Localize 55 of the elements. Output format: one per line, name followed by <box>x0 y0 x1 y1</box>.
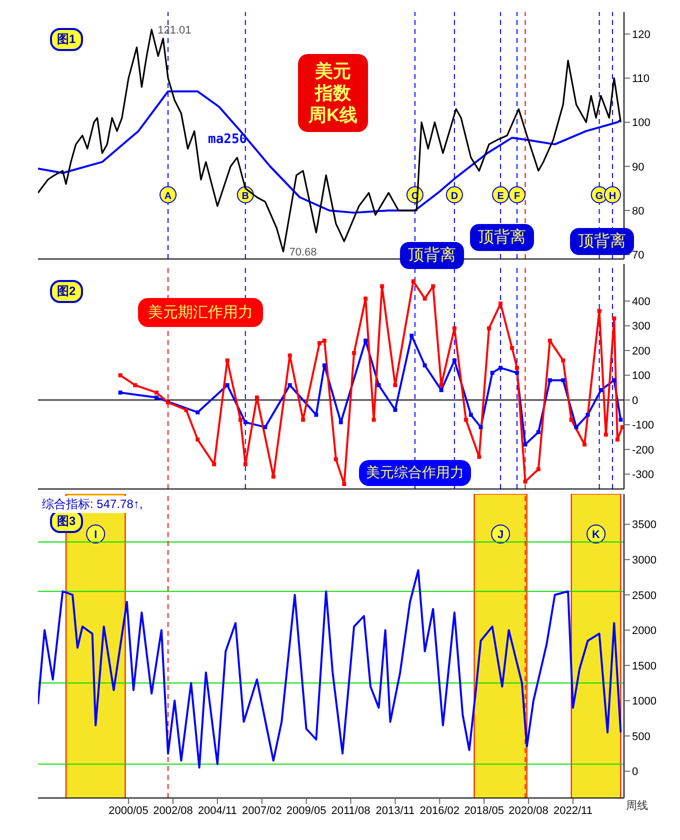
annotation: 综合指标: 547.78↑, <box>40 496 145 513</box>
ref-line-label: A <box>164 190 172 202</box>
x-tick-label: 2007/02 <box>242 804 282 817</box>
y-tick-label: 100 <box>632 117 650 130</box>
y-tick-label: 3500 <box>632 519 656 532</box>
y-tick-label: 200 <box>632 345 650 358</box>
y-tick-label: 80 <box>632 205 644 218</box>
y-tick-label: 120 <box>632 28 650 41</box>
y-tick-label: 2500 <box>632 590 656 602</box>
text: 美元期汇作用力 <box>138 298 263 327</box>
band-label: K <box>592 529 600 541</box>
ref-line-label: E <box>497 190 504 202</box>
y-tick-label: 70 <box>632 249 644 262</box>
x-tick-label: 2013/11 <box>376 804 415 817</box>
band-label: I <box>94 529 98 541</box>
ref-line-label: H <box>608 190 616 202</box>
x-tick-label: 2016/02 <box>420 804 460 817</box>
annotation: 顶背离 <box>578 233 626 250</box>
y-tick-label: 2000 <box>632 625 656 638</box>
y-tick-label: 3000 <box>632 554 656 566</box>
y-tick-label: 500 <box>632 730 650 743</box>
y-tick-label: -200 <box>632 444 654 456</box>
text: 周线 <box>626 799 648 813</box>
ref-line-label: D <box>450 190 458 202</box>
y-tick-label: 100 <box>632 370 650 382</box>
y-tick-label: 400 <box>632 296 650 308</box>
ref-line-label: G <box>595 190 604 202</box>
x-tick-label: 2002/08 <box>153 804 193 817</box>
ref-line-label: F <box>514 190 520 202</box>
x-tick-label: 2022/11 <box>553 804 592 817</box>
y-tick-label: 90 <box>632 161 644 174</box>
y-tick-label: 1500 <box>632 660 656 672</box>
ref-line-label: B <box>242 190 250 202</box>
y-tick-label: 0 <box>632 766 638 778</box>
panel-badge: 图2 <box>50 280 83 303</box>
data-label: 121.01 <box>158 24 192 37</box>
y-tick-label: 300 <box>632 320 650 333</box>
x-tick-label: 2018/05 <box>464 804 504 817</box>
y-tick-label: 1000 <box>632 696 656 708</box>
x-tick-label: 2011/08 <box>331 804 370 817</box>
x-tick-label: 2020/08 <box>508 804 548 817</box>
y-tick-label: 110 <box>632 73 650 86</box>
band-label: J <box>497 529 504 541</box>
text: 美元综合作用力 <box>359 460 471 486</box>
panel-badge: 图1 <box>50 28 83 51</box>
annotation: 美元指数周K线 <box>298 54 368 132</box>
x-tick-label: 2009/05 <box>286 804 326 817</box>
x-tick-label: 2004/11 <box>198 804 237 817</box>
y-tick-label: 0 <box>632 394 638 407</box>
annotation: 顶背离 <box>470 224 534 251</box>
y-tick-label: -300 <box>632 469 654 482</box>
x-tick-label: 2000/05 <box>108 804 148 817</box>
annotation: 顶背离 <box>400 242 464 269</box>
data-label: 70.68 <box>289 246 317 259</box>
y-tick-label: -100 <box>632 420 654 432</box>
